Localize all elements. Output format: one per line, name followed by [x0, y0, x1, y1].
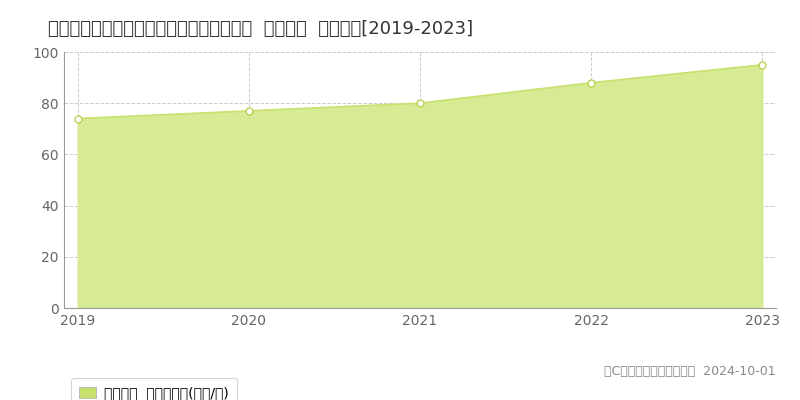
- Point: [414, 100, 426, 106]
- Point: [756, 62, 769, 68]
- Point: [242, 108, 255, 114]
- Point: [71, 115, 84, 122]
- Legend: 基準地価  平均坪単価(万円/坪): 基準地価 平均坪単価(万円/坪): [71, 378, 238, 400]
- Point: [585, 80, 598, 86]
- Text: （C）土地価格ドットコム  2024-10-01: （C）土地価格ドットコム 2024-10-01: [604, 365, 776, 378]
- Text: 茨城県つくば市研究学園５丁目１２番４外  基準地価  地価推移[2019-2023]: 茨城県つくば市研究学園５丁目１２番４外 基準地価 地価推移[2019-2023]: [48, 20, 473, 38]
